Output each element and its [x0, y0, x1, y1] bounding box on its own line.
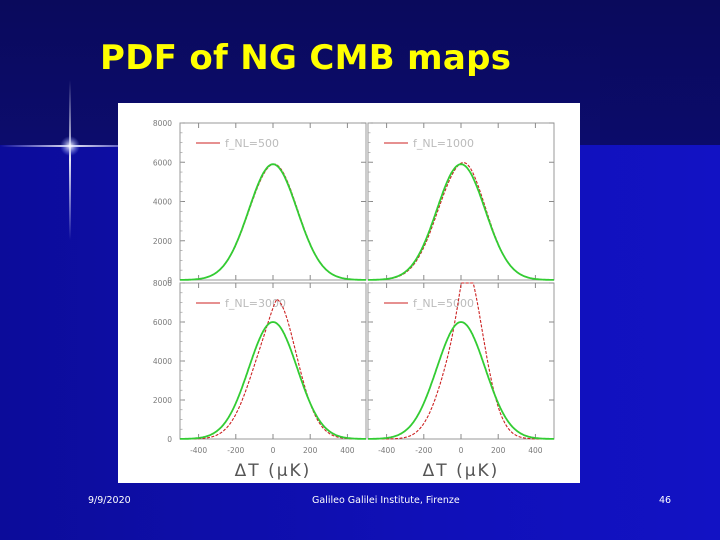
panel-3-ytick-label: 4000 [153, 357, 172, 366]
footer-institute: Galileo Galilei Institute, Firenze [312, 495, 460, 506]
panel-4-xtick-label: 200 [491, 446, 506, 455]
panel-4-legend-label: f_NL=5000 [413, 297, 474, 310]
panel-4-xtick-label: -400 [378, 446, 395, 455]
panel-1-ytick-label: 2000 [153, 237, 172, 246]
panel-3-legend-label: f_NL=3000 [225, 297, 286, 310]
panel-3-ytick-label: 6000 [153, 318, 172, 327]
panel-3-xlabel: ΔT (μK) [235, 461, 312, 481]
panel-1-ytick-label: 6000 [153, 158, 172, 167]
panel-3-ytick-label: 0 [167, 435, 172, 444]
panel-4-gaussian-curve [368, 321, 554, 440]
sparkle-decoration [0, 80, 150, 240]
panel-2-legend-label: f_NL=1000 [413, 137, 474, 150]
panel-1-ytick-label: 0 [167, 276, 172, 285]
panel-1-gaussian-curve [180, 163, 366, 281]
panel-1-ytick-label: 8000 [153, 119, 172, 128]
panel-3-ytick-label: 8000 [153, 279, 172, 288]
panel-3-xtick-label: 200 [303, 446, 318, 455]
panel-4-xtick-label: -200 [415, 446, 432, 455]
panel-4-non-gaussian-curve [368, 282, 554, 440]
panel-3-xtick-label: 400 [340, 446, 355, 455]
panel-2-non-gaussian-curve [368, 162, 554, 281]
slide-title: PDF of NG CMB maps [100, 38, 512, 78]
panel-4-xlabel: ΔT (μK) [423, 461, 500, 481]
panel-3-xtick-label: -200 [227, 446, 244, 455]
panel-3-xtick-label: 0 [271, 446, 276, 455]
panel-1-legend-label: f_NL=500 [225, 137, 279, 150]
panel-3-non-gaussian-curve [180, 298, 366, 440]
footer-page-number: 46 [659, 495, 672, 506]
panel-4-xtick-label: 400 [528, 446, 543, 455]
panel-3-ytick-label: 2000 [153, 396, 172, 405]
panel-3-xtick-label: -400 [190, 446, 207, 455]
panel-1-non-gaussian-curve [180, 163, 366, 281]
pdf-figure: 0 2000 4000 6000 8000 f_NL=500 f_NL=1000 0 2000 4… [118, 103, 580, 483]
background-top-right [600, 0, 720, 145]
footer-date: 9/9/2020 [88, 495, 131, 506]
panel-1-ytick-label: 4000 [153, 198, 172, 207]
panel-3-gaussian-curve [180, 321, 366, 440]
panel-2-gaussian-curve [368, 163, 554, 281]
panel-4-xtick-label: 0 [459, 446, 464, 455]
